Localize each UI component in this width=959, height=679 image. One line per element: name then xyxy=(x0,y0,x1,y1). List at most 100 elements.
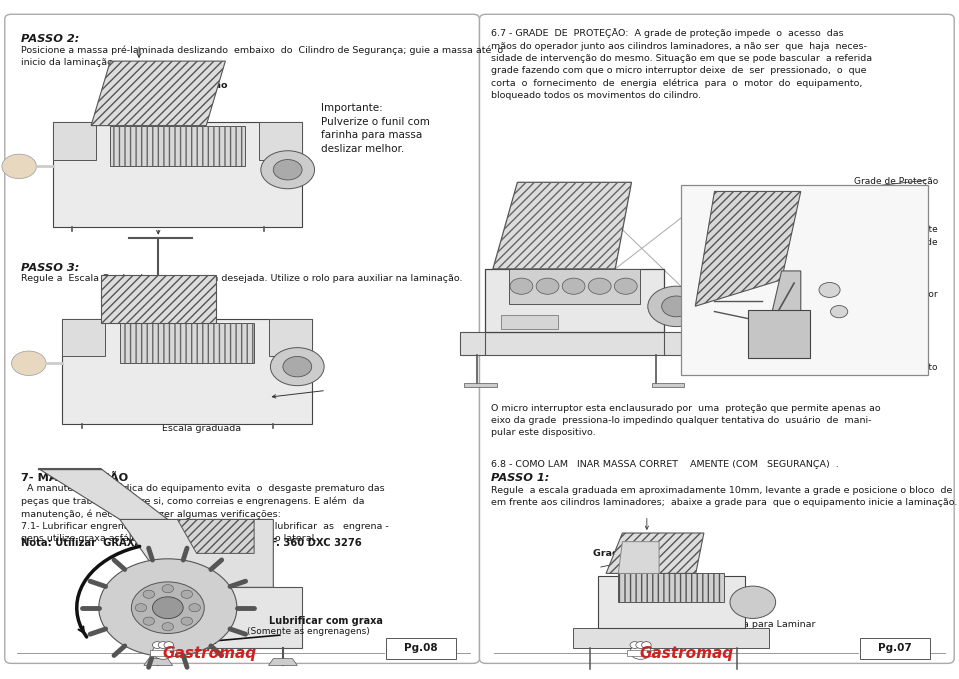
Text: Massa para Laminar: Massa para Laminar xyxy=(719,620,815,629)
Bar xyxy=(386,638,456,659)
Circle shape xyxy=(181,590,193,598)
Polygon shape xyxy=(767,271,801,333)
Bar xyxy=(748,310,810,358)
Circle shape xyxy=(630,644,651,659)
Polygon shape xyxy=(144,659,173,665)
Circle shape xyxy=(510,278,533,294)
Circle shape xyxy=(158,642,168,648)
Circle shape xyxy=(152,644,174,659)
Polygon shape xyxy=(177,519,254,553)
Circle shape xyxy=(730,586,776,619)
Circle shape xyxy=(830,306,848,318)
Text: Nota: Utilizar  GRAXA ESPECIAL TUTELA   ASF. 360 DXC 3276: Nota: Utilizar GRAXA ESPECIAL TUTELA ASF… xyxy=(21,538,362,549)
Text: Eixo com Batente
da  Grade: Eixo com Batente da Grade xyxy=(858,225,938,246)
Circle shape xyxy=(152,597,183,619)
Circle shape xyxy=(143,590,154,598)
Circle shape xyxy=(12,351,46,375)
Text: A manutenção periódica do equipamento evita  o  desgaste prematuro das
peças que: A manutenção periódica do equipamento ev… xyxy=(21,483,388,543)
Bar xyxy=(619,573,724,602)
Text: Grade de Proteção: Grade de Proteção xyxy=(854,177,938,185)
Text: Importante:
Pulverize o funil com
farinha para massa
deslizar melhor.: Importante: Pulverize o funil com farinh… xyxy=(321,103,431,154)
Bar xyxy=(860,638,930,659)
Text: Micro Interruptor: Micro Interruptor xyxy=(861,290,938,299)
Bar xyxy=(652,382,685,387)
Text: 7- MANUTENÇÃO: 7- MANUTENÇÃO xyxy=(21,471,129,483)
Circle shape xyxy=(648,287,705,327)
Circle shape xyxy=(164,642,174,648)
Text: PASSO 3:: PASSO 3: xyxy=(21,263,80,274)
Text: Posicione a massa pré-laminada deslizando  embaixo  do  Cilindro de Segurança; g: Posicione a massa pré-laminada deslizand… xyxy=(21,45,503,67)
Circle shape xyxy=(273,160,302,180)
Text: Regule a  Escala Graduada  na espessura desejada. Utilize o rolo para auxiliar n: Regule a Escala Graduada na espessura de… xyxy=(21,274,462,283)
Circle shape xyxy=(135,604,147,612)
Bar xyxy=(464,382,497,387)
Bar xyxy=(150,650,176,656)
Text: Grade de Proteção: Grade de Proteção xyxy=(593,549,692,557)
Circle shape xyxy=(283,356,312,377)
Polygon shape xyxy=(38,469,168,519)
Circle shape xyxy=(630,642,640,648)
Text: Grade de Proteção: Grade de Proteção xyxy=(128,81,227,90)
Bar xyxy=(573,628,769,648)
Circle shape xyxy=(536,278,559,294)
Text: PASSO 1:: PASSO 1: xyxy=(491,473,550,483)
Circle shape xyxy=(2,154,36,179)
Bar xyxy=(62,319,105,356)
Bar xyxy=(259,122,302,160)
Bar xyxy=(120,323,254,363)
Text: 6.8 - COMO LAM   INAR MASSA CORRET    AMENTE (COM   SEGURANÇA)  .: 6.8 - COMO LAM INAR MASSA CORRET AMENTE … xyxy=(491,460,839,469)
Circle shape xyxy=(162,623,174,631)
Bar xyxy=(460,333,689,356)
Text: PASSO 2:: PASSO 2: xyxy=(21,34,80,44)
Circle shape xyxy=(189,604,200,612)
Circle shape xyxy=(131,582,204,634)
Bar xyxy=(681,185,928,375)
Text: Caixa de Enclausuramento: Caixa de Enclausuramento xyxy=(816,363,938,372)
Text: Pg.08: Pg.08 xyxy=(404,644,438,653)
Bar xyxy=(62,319,312,424)
Text: Rolo: Rolo xyxy=(196,299,217,308)
Polygon shape xyxy=(619,542,659,573)
Polygon shape xyxy=(120,519,273,587)
Text: (Somente as engrenagens): (Somente as engrenagens) xyxy=(247,627,370,636)
Bar xyxy=(53,122,96,160)
Circle shape xyxy=(162,585,174,593)
Circle shape xyxy=(562,278,585,294)
Bar xyxy=(269,319,312,356)
FancyBboxPatch shape xyxy=(480,14,954,663)
Circle shape xyxy=(261,151,315,189)
Polygon shape xyxy=(269,659,297,665)
Polygon shape xyxy=(149,587,302,648)
Bar xyxy=(627,650,654,656)
Bar xyxy=(501,315,558,329)
Polygon shape xyxy=(493,183,631,269)
Bar xyxy=(110,126,245,166)
Polygon shape xyxy=(695,191,801,306)
Circle shape xyxy=(615,278,637,294)
Circle shape xyxy=(99,559,237,657)
Bar xyxy=(509,269,640,304)
Text: 6.7 - GRADE  DE  PROTEÇÃO:  A grade de proteção impede  o  acesso  das
mãos do o: 6.7 - GRADE DE PROTEÇÃO: A grade de prot… xyxy=(491,29,872,100)
Bar xyxy=(484,269,664,333)
Circle shape xyxy=(636,642,645,648)
Text: Gastromaq: Gastromaq xyxy=(640,646,734,661)
Circle shape xyxy=(152,642,162,648)
Text: O micro interruptor esta enclausurado por  uma  proteção que permite apenas ao
e: O micro interruptor esta enclausurado po… xyxy=(491,404,880,437)
FancyBboxPatch shape xyxy=(5,14,480,663)
Bar xyxy=(53,122,302,227)
Text: Gastromaq: Gastromaq xyxy=(162,646,256,661)
Polygon shape xyxy=(101,275,216,323)
Circle shape xyxy=(181,617,193,625)
Bar xyxy=(619,573,724,602)
Circle shape xyxy=(588,278,611,294)
Text: Escala graduada: Escala graduada xyxy=(162,424,241,433)
Circle shape xyxy=(819,282,840,297)
Circle shape xyxy=(662,296,691,317)
Bar xyxy=(120,323,254,363)
Bar xyxy=(110,126,245,166)
Circle shape xyxy=(642,642,651,648)
Text: Lubrificar com graxa: Lubrificar com graxa xyxy=(269,616,383,626)
Circle shape xyxy=(270,348,324,386)
Polygon shape xyxy=(91,61,225,126)
Polygon shape xyxy=(606,533,704,573)
